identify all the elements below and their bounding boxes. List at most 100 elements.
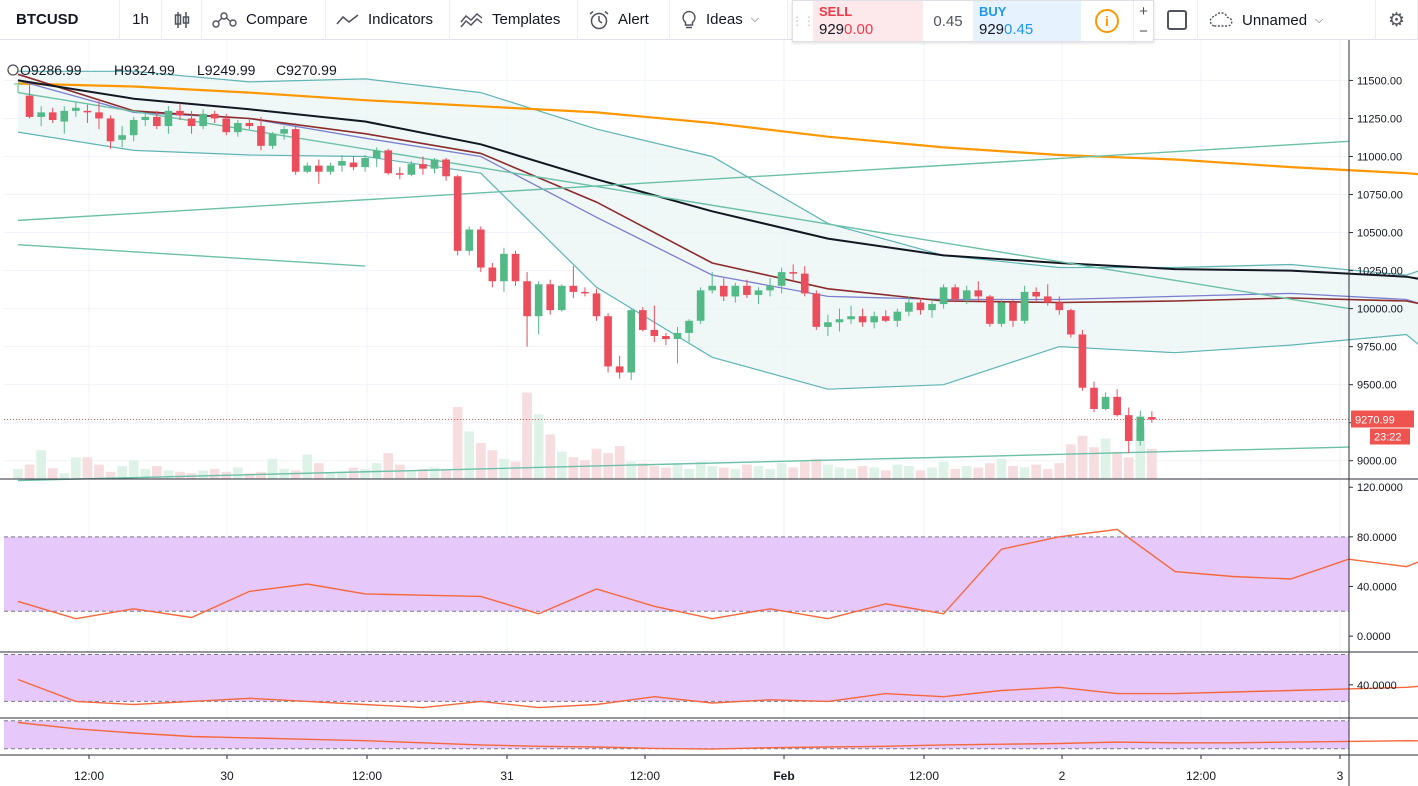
buy-button[interactable]: BUY 9290.45: [973, 1, 1081, 41]
candle-body[interactable]: [592, 293, 601, 317]
chart-type-button[interactable]: [162, 0, 202, 40]
candle-body[interactable]: [37, 112, 45, 117]
candle-body[interactable]: [986, 296, 994, 324]
candle-body[interactable]: [1009, 302, 1017, 321]
candles[interactable]: [4, 83, 1349, 454]
candle-body[interactable]: [777, 272, 786, 286]
indicators-button[interactable]: Indicators: [326, 0, 450, 40]
candle-body[interactable]: [662, 336, 670, 340]
trend-line-3[interactable]: [17, 244, 366, 267]
candle-body[interactable]: [1090, 387, 1098, 410]
candle-body[interactable]: [384, 150, 393, 174]
candle-body[interactable]: [303, 165, 312, 172]
candle-body[interactable]: [1101, 396, 1110, 410]
candle-body[interactable]: [824, 322, 832, 327]
candle-body[interactable]: [245, 123, 254, 127]
candle-body[interactable]: [858, 316, 867, 323]
candle-body[interactable]: [95, 112, 103, 119]
legend-toggle-icon[interactable]: [7, 64, 19, 76]
candle-body[interactable]: [164, 110, 173, 127]
candle-body[interactable]: [291, 129, 300, 172]
candle-body[interactable]: [25, 95, 34, 117]
candle-body[interactable]: [1124, 415, 1133, 441]
candle-body[interactable]: [708, 285, 717, 291]
sell-button[interactable]: SELL 9290.00: [813, 1, 923, 41]
alert-button[interactable]: Alert: [578, 0, 670, 40]
candle-body[interactable]: [893, 311, 902, 321]
candle-body[interactable]: [569, 285, 578, 292]
candle-body[interactable]: [754, 290, 763, 295]
candle-body[interactable]: [153, 116, 161, 127]
candle-body[interactable]: [453, 176, 462, 251]
chart-area[interactable]: 11500.00 11250.00 11000.00 10750.00 10500.00…: [0, 40, 1418, 786]
trend-line-4[interactable]: [17, 446, 1350, 482]
candle-body[interactable]: [48, 112, 57, 120]
candle-body[interactable]: [419, 164, 427, 169]
candle-body[interactable]: [465, 229, 474, 251]
candle-body[interactable]: [627, 310, 636, 373]
candle-body[interactable]: [234, 123, 242, 133]
drag-handle-icon[interactable]: ⋮⋮: [791, 14, 815, 28]
candle-body[interactable]: [83, 110, 92, 113]
candle-body[interactable]: [1020, 291, 1029, 321]
candle-body[interactable]: [974, 290, 983, 297]
candle-body[interactable]: [847, 316, 855, 320]
candle-body[interactable]: [338, 161, 346, 166]
candle-body[interactable]: [1055, 302, 1064, 311]
candle-body[interactable]: [789, 272, 798, 274]
candle-body[interactable]: [870, 316, 878, 323]
candle-body[interactable]: [835, 319, 844, 323]
candle-body[interactable]: [326, 165, 335, 172]
candle-body[interactable]: [315, 165, 323, 172]
candle-body[interactable]: [939, 287, 948, 305]
templates-button[interactable]: Templates: [450, 0, 578, 40]
candle-body[interactable]: [187, 118, 196, 127]
candle-body[interactable]: [372, 150, 381, 159]
candle-body[interactable]: [557, 285, 566, 311]
candle-body[interactable]: [604, 316, 612, 367]
candle-body[interactable]: [581, 291, 589, 294]
symbol-search-button[interactable]: BTCUSD: [0, 0, 120, 40]
info-button[interactable]: i: [1081, 1, 1133, 41]
trend-line-2[interactable]: [17, 140, 1350, 222]
plus-icon[interactable]: +: [1139, 2, 1148, 20]
candle-body[interactable]: [129, 119, 138, 136]
candle-body[interactable]: [905, 302, 913, 312]
candle-body[interactable]: [349, 162, 358, 168]
candle-body[interactable]: [361, 158, 369, 168]
candle-body[interactable]: [523, 281, 531, 317]
candle-body[interactable]: [60, 110, 69, 122]
candle-body[interactable]: [268, 133, 277, 146]
candle-body[interactable]: [488, 267, 497, 282]
candle-body[interactable]: [72, 107, 80, 111]
candle-body[interactable]: [407, 164, 416, 175]
candle-body[interactable]: [731, 285, 740, 297]
candle-body[interactable]: [916, 302, 925, 311]
candle-body[interactable]: [638, 310, 647, 330]
candle-body[interactable]: [951, 287, 959, 300]
candle-body[interactable]: [1067, 310, 1075, 335]
interval-button[interactable]: 1h: [120, 0, 162, 40]
ideas-button[interactable]: Ideas ⌵: [670, 0, 788, 40]
candle-body[interactable]: [210, 113, 219, 119]
candle-body[interactable]: [696, 290, 705, 321]
candle-body[interactable]: [1032, 291, 1040, 297]
candle-body[interactable]: [118, 135, 126, 140]
candle-body[interactable]: [1113, 396, 1121, 416]
candle-body[interactable]: [800, 273, 809, 294]
candle-body[interactable]: [141, 116, 150, 120]
settings-button[interactable]: ⚙: [1376, 0, 1418, 40]
candle-body[interactable]: [442, 159, 450, 177]
candle-body[interactable]: [1148, 417, 1156, 420]
candle-body[interactable]: [257, 126, 265, 146]
candle-body[interactable]: [928, 304, 936, 311]
candle-body[interactable]: [881, 316, 890, 321]
candle-body[interactable]: [280, 129, 288, 134]
candle-body[interactable]: [395, 173, 404, 175]
candle-body[interactable]: [176, 110, 184, 116]
candle-body[interactable]: [546, 284, 555, 311]
chart-canvas[interactable]: 11500.00 11250.00 11000.00 10750.00 10500.00…: [0, 40, 1418, 786]
candle-body[interactable]: [534, 284, 543, 317]
minus-icon[interactable]: −: [1139, 22, 1148, 40]
candle-body[interactable]: [743, 285, 751, 295]
